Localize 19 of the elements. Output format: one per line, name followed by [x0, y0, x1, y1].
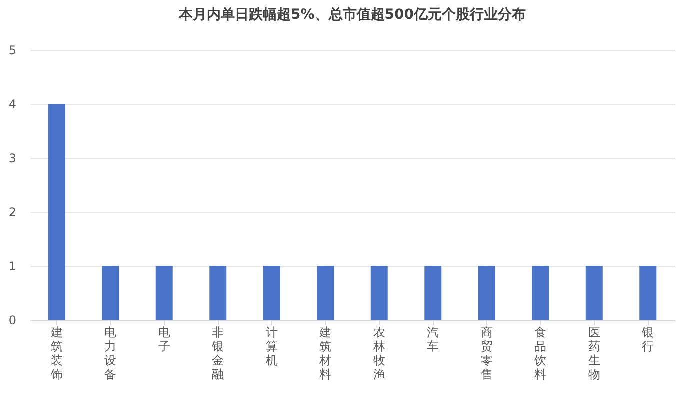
- y-tick-label: 2: [8, 206, 16, 220]
- x-tick-label: 食品饮料: [534, 326, 547, 382]
- x-tick-label: 银行: [641, 326, 654, 354]
- x-tick-label: 电力设备: [104, 326, 117, 382]
- y-tick-label: 3: [8, 152, 16, 166]
- x-tick-label: 非银金融: [211, 326, 224, 382]
- y-tick-label: 1: [8, 260, 16, 274]
- x-tick-label: 汽车: [427, 326, 440, 354]
- x-tick-label: 建筑装饰: [50, 326, 63, 382]
- x-tick-label: 商贸零售: [480, 326, 493, 382]
- x-tick-label: 医药生物: [588, 326, 600, 382]
- x-tick-label: 计算机: [266, 326, 278, 368]
- y-tick-label: 5: [8, 44, 16, 58]
- x-tick-label: 建筑材料: [318, 326, 332, 382]
- x-tick-label: 电子: [158, 326, 170, 354]
- x-tick-label: 农林牧渔: [372, 326, 386, 382]
- y-tick-label: 4: [8, 98, 16, 112]
- chart-title: 本月内单日跌幅超5%、总市值超500亿元个股行业分布: [178, 6, 526, 23]
- y-tick-label: 0: [8, 314, 16, 328]
